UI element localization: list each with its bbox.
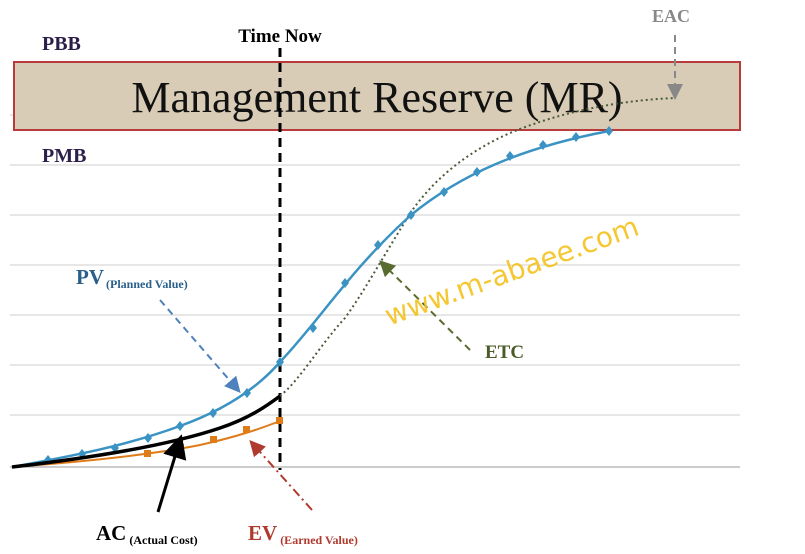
ev-label: EV (Earned Value) [248,521,358,547]
pmb-label: PMB [42,145,86,167]
ac-label: AC (Actual Cost) [96,521,198,547]
watermark: www.m-abaee.com [380,210,643,333]
eac-label: EAC [652,6,690,26]
pbb-label: PBB [42,33,81,55]
eac-curve [279,97,677,397]
grid [10,114,740,416]
ev-arrow [249,440,313,511]
pv-label: PV (Planned Value) [76,265,188,291]
mr-band [13,61,741,131]
pv-arrow [159,299,241,394]
ac-text: AC [96,521,126,545]
etc-arrow [379,260,471,351]
pv-curve [11,126,613,469]
ev-sub: (Earned Value) [280,533,358,547]
etc-label: ETC [485,342,524,363]
ac-sub: (Actual Cost) [129,533,197,547]
time-now-label: Time Now [238,26,322,47]
ac-arrow [156,434,187,513]
pv-sub: (Planned Value) [106,277,188,291]
ac-curve [11,394,282,469]
mr-label: Management Reserve (MR) [131,73,622,122]
pv-text: PV [76,265,104,289]
ev-text: EV [248,521,277,545]
